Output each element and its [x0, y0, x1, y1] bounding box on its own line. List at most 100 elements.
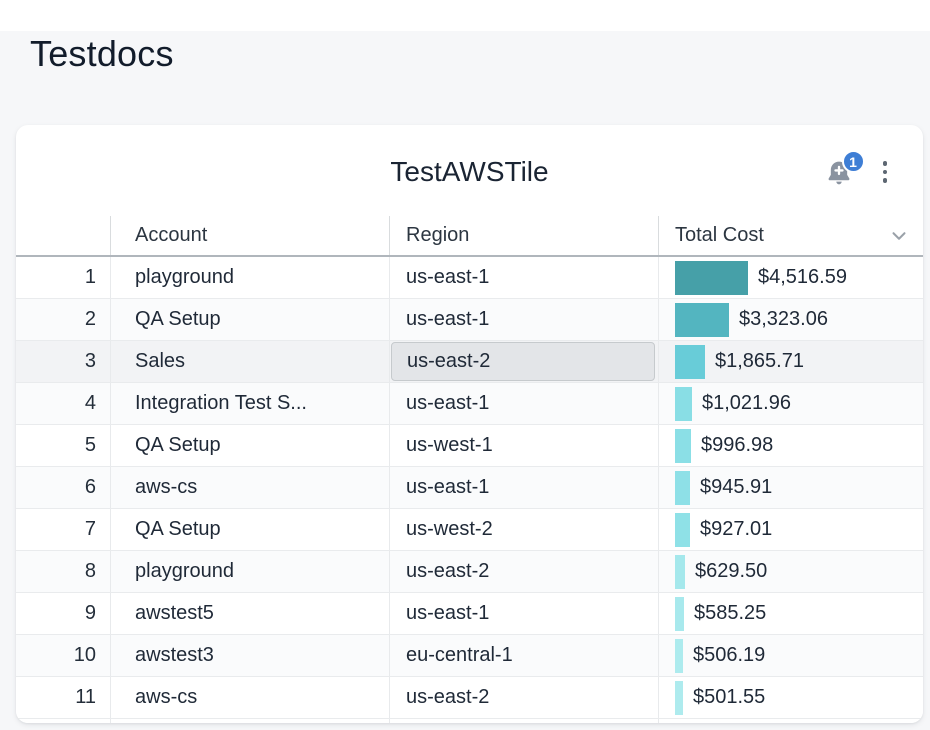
row-region-cell[interactable]: us-east-1: [389, 383, 658, 424]
tile-actions: 1: [825, 150, 894, 189]
row-cost-value: $996.98: [701, 434, 774, 456]
row-cost-cell[interactable]: $1,865.71: [658, 341, 923, 382]
row-rank: 9: [84, 602, 96, 624]
row-rank: 10: [73, 644, 96, 666]
row-region-cell[interactable]: us-east-2: [389, 341, 658, 382]
kebab-dot: [882, 169, 887, 175]
notification-badge: 1: [841, 150, 865, 173]
row-region-cell[interactable]: us-east-1: [389, 593, 658, 634]
row-cost-value: $506.19: [693, 644, 766, 666]
table-row[interactable]: 7 QA Setup us-west-2 $927.01: [16, 509, 923, 551]
chevron-down-icon[interactable]: [888, 225, 910, 247]
row-region-value: us-east-2: [406, 686, 490, 708]
row-account-cell[interactable]: QA Setup: [110, 509, 389, 550]
row-cost-value: $629.50: [695, 560, 768, 582]
row-account-cell[interactable]: [110, 719, 389, 723]
tile-title: TestAWSTile: [390, 156, 549, 187]
row-account-cell[interactable]: aws-cs: [110, 677, 389, 718]
notifications-button[interactable]: 1: [825, 150, 865, 189]
row-account-cell[interactable]: awstest5: [110, 593, 389, 634]
row-cost-cell[interactable]: $927.01: [658, 509, 923, 550]
row-rank: 4: [84, 392, 96, 414]
row-region-cell[interactable]: us-east-1: [389, 467, 658, 508]
row-cost-cell[interactable]: $1,021.96: [658, 383, 923, 424]
row-cost-cell[interactable]: $585.25: [658, 593, 923, 634]
table-row[interactable]: 8 playground us-east-2 $629.50: [16, 551, 923, 593]
table-row[interactable]: 3 Sales us-east-2 $1,865.71: [16, 341, 923, 383]
cost-bar: [675, 470, 690, 505]
row-account-cell[interactable]: playground: [110, 257, 389, 298]
row-cost-value: $501.55: [693, 686, 766, 708]
row-cost-value: $1,021.96: [702, 392, 791, 414]
row-region-cell[interactable]: eu-central-1: [389, 635, 658, 676]
table-row[interactable]: 11 aws-cs us-east-2 $501.55: [16, 677, 923, 719]
row-rank: 8: [84, 560, 96, 582]
row-cost-value: $945.91: [700, 476, 773, 498]
table-row[interactable]: 1 playground us-east-1 $4,516.59: [16, 257, 923, 299]
row-cost-cell[interactable]: $4,516.59: [658, 257, 923, 298]
table-row[interactable]: [16, 719, 923, 723]
cost-bar: [675, 638, 683, 673]
row-account-cell[interactable]: awstest3: [110, 635, 389, 676]
cost-bar: [675, 512, 690, 547]
row-region-value: eu-central-1: [406, 644, 513, 666]
row-region-value: [390, 719, 658, 723]
row-region-value: us-east-1: [406, 476, 490, 498]
row-region-cell[interactable]: us-east-1: [389, 257, 658, 298]
dashboard-tile: TestAWSTile 1 Account Region Total Cost: [16, 125, 923, 723]
row-rank: 2: [84, 308, 96, 330]
kebab-menu-button[interactable]: [877, 157, 894, 187]
column-header-total-cost[interactable]: Total Cost: [658, 216, 923, 255]
column-header-total-cost-label: Total Cost: [675, 224, 764, 246]
table-row[interactable]: 4 Integration Test S... us-east-1 $1,021…: [16, 383, 923, 425]
cost-bar: [675, 554, 685, 589]
table-row[interactable]: 6 aws-cs us-east-1 $945.91: [16, 467, 923, 509]
row-region-cell[interactable]: us-east-1: [389, 299, 658, 340]
row-region-cell[interactable]: us-east-2: [389, 677, 658, 718]
cost-bar: [675, 386, 692, 421]
row-account-cell[interactable]: QA Setup: [110, 425, 389, 466]
row-rank: [16, 719, 110, 723]
row-region-value: us-east-1: [406, 308, 490, 330]
row-rank: 11: [75, 686, 96, 708]
row-region-cell[interactable]: [389, 719, 658, 723]
column-header-account[interactable]: Account: [110, 216, 389, 255]
row-cost-value: $4,516.59: [758, 266, 847, 288]
column-header-region[interactable]: Region: [389, 216, 658, 255]
row-cost-cell[interactable]: $506.19: [658, 635, 923, 676]
row-rank: 3: [84, 350, 96, 372]
cost-bar: [675, 722, 683, 723]
table-row[interactable]: 9 awstest5 us-east-1 $585.25: [16, 593, 923, 635]
row-cost-cell[interactable]: [658, 719, 923, 723]
cost-bar: [675, 260, 748, 295]
row-account-cell[interactable]: Integration Test S...: [110, 383, 389, 424]
row-cost-cell[interactable]: $501.55: [658, 677, 923, 718]
row-cost-cell[interactable]: $996.98: [658, 425, 923, 466]
row-account-cell[interactable]: playground: [110, 551, 389, 592]
cost-bar: [675, 344, 705, 379]
row-account-cell[interactable]: QA Setup: [110, 299, 389, 340]
row-region-cell[interactable]: us-west-2: [389, 509, 658, 550]
table-header: Account Region Total Cost: [16, 216, 923, 257]
table-row[interactable]: 5 QA Setup us-west-1 $996.98: [16, 425, 923, 467]
table-row[interactable]: 10 awstest3 eu-central-1 $506.19: [16, 635, 923, 677]
kebab-dot: [882, 178, 887, 183]
row-region-value: us-west-1: [406, 434, 493, 456]
table-row[interactable]: 2 QA Setup us-east-1 $3,323.06: [16, 299, 923, 341]
row-region-cell[interactable]: us-east-2: [389, 551, 658, 592]
row-cost-value: $1,865.71: [715, 350, 804, 372]
row-cost-cell[interactable]: $629.50: [658, 551, 923, 592]
table-body: 1 playground us-east-1 $4,516.59 2 QA Se…: [16, 257, 923, 723]
row-rank: 1: [84, 266, 96, 288]
row-cost-cell[interactable]: $3,323.06: [658, 299, 923, 340]
row-account-cell[interactable]: aws-cs: [110, 467, 389, 508]
page-title: Testdocs: [30, 33, 174, 74]
tile-header: TestAWSTile 1: [16, 125, 923, 216]
row-account-cell[interactable]: Sales: [110, 341, 389, 382]
row-region-value: us-west-2: [406, 518, 493, 540]
kebab-dot: [882, 161, 887, 166]
row-cost-value: $927.01: [700, 518, 773, 540]
row-cost-cell[interactable]: $945.91: [658, 467, 923, 508]
row-region-value: us-east-1: [406, 266, 490, 288]
row-region-cell[interactable]: us-west-1: [389, 425, 658, 466]
